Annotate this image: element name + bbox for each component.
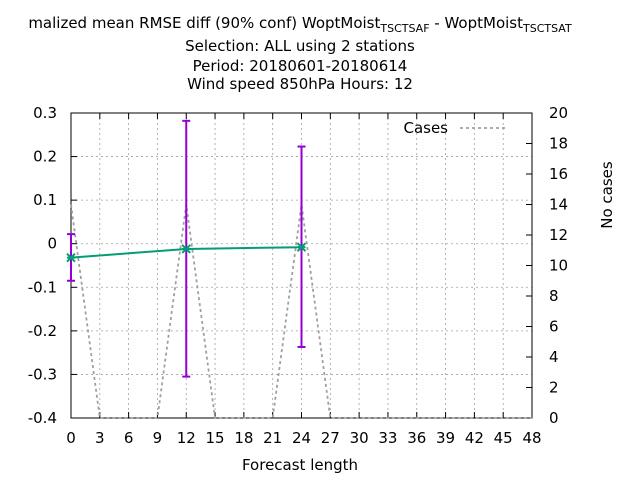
y-tick-label: -0.3	[28, 365, 57, 383]
x-tick-label: 48	[522, 429, 541, 447]
chart-title-line4: Wind speed 850hPa Hours: 12	[187, 75, 413, 93]
y2-tick-labels: 0 2 4 6 8 10 12 14 16 18 20	[549, 104, 568, 427]
y2-tick-label: 14	[549, 196, 568, 214]
x-tick-label: 6	[124, 429, 134, 447]
chart-title-line3: Period: 20180601-20180614	[192, 57, 408, 75]
x-axis-label: Forecast length	[241, 456, 359, 474]
x-tick-label: 24	[292, 429, 311, 447]
y2-tick-label: 12	[549, 226, 568, 244]
x-tick-label: 30	[350, 429, 369, 447]
y-tick-labels: -0.4 -0.3 -0.2 -0.1 0 0.1 0.2 0.3	[28, 104, 57, 427]
chart-title-line2: Selection: ALL using 2 stations	[185, 37, 415, 55]
x-tick-label: 36	[407, 429, 426, 447]
diff-series	[66, 242, 307, 263]
x-tick-label: 9	[153, 429, 163, 447]
y-tick-label: -0.4	[28, 409, 57, 427]
y2-tick-label: 10	[549, 257, 568, 275]
y2-tick-label: 6	[549, 318, 559, 336]
y2-tick-label: 18	[549, 135, 568, 153]
x-tick-label: 3	[95, 429, 105, 447]
y-tick-label: 0	[47, 235, 57, 253]
x-tick-label: 0	[66, 429, 76, 447]
y2-tick-label: 2	[549, 379, 559, 397]
y2-tick-label: 4	[549, 348, 559, 366]
y2-tick-label: 16	[549, 165, 568, 183]
y-tick-label: 0.3	[33, 104, 57, 122]
y-tick-label: -0.2	[28, 322, 57, 340]
x-tick-label: 21	[263, 429, 282, 447]
y-tick-label: -0.1	[28, 278, 57, 296]
x-tick-label: 39	[436, 429, 455, 447]
x-tick-label: 18	[234, 429, 253, 447]
chart-title-line1: malized mean RMSE diff (90% conf) WoptMo…	[28, 14, 572, 35]
y2-axis-label: No cases	[598, 161, 616, 229]
legend-cases-label: Cases	[403, 119, 448, 137]
y2-tick-label: 20	[549, 104, 568, 122]
x-tick-labels: 0 3 6 9 12 15 18 21 24 27 30 33 36 39 42 45 48	[66, 429, 541, 447]
x-tick-label: 15	[206, 429, 225, 447]
x-tick-label: 12	[177, 429, 196, 447]
y2-tick-label: 8	[549, 287, 559, 305]
y2-tick-label: 0	[549, 409, 559, 427]
y-tick-label: 0.2	[33, 148, 57, 166]
x-tick-label: 42	[465, 429, 484, 447]
x-tick-label: 45	[494, 429, 513, 447]
x-tick-label: 27	[321, 429, 340, 447]
x-tick-label: 33	[378, 429, 397, 447]
y-tick-label: 0.1	[33, 191, 57, 209]
